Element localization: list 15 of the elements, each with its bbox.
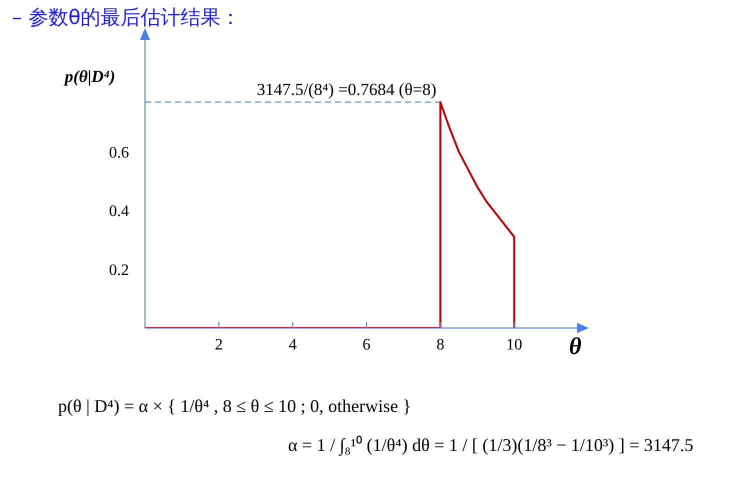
x-tick-label: 4 <box>288 336 297 354</box>
ref-line-label: 3147.5/(8⁴) =0.7684 (θ=8) <box>256 80 436 100</box>
x-tick-label: 2 <box>214 336 223 354</box>
x-tick-label: 10 <box>506 336 522 354</box>
y-axis-title: p(θ|D⁴) <box>62 67 116 86</box>
y-tick-label: 0.4 <box>109 203 129 220</box>
text: p(θ | D⁴) = α × { 1/θ⁴ , 8 ≤ θ ≤ 10 ; 0, otherwise } <box>58 396 412 417</box>
x-tick-label: 8 <box>436 336 444 354</box>
x-tick-label: 6 <box>362 336 371 354</box>
x-axis-title: θ <box>569 334 582 360</box>
line-series <box>145 101 516 328</box>
chart-title: – 参数θ的最后估计结果： <box>12 4 241 31</box>
y-tick-label: 0.6 <box>109 144 129 162</box>
y-tick-label: 0.2 <box>109 262 129 279</box>
text: α = 1 / ∫₈¹⁰ (1/θ⁴) dθ = 1 / [ (1/3)(1/8³ − 1/10³) ] = 3147.5 <box>288 434 694 456</box>
